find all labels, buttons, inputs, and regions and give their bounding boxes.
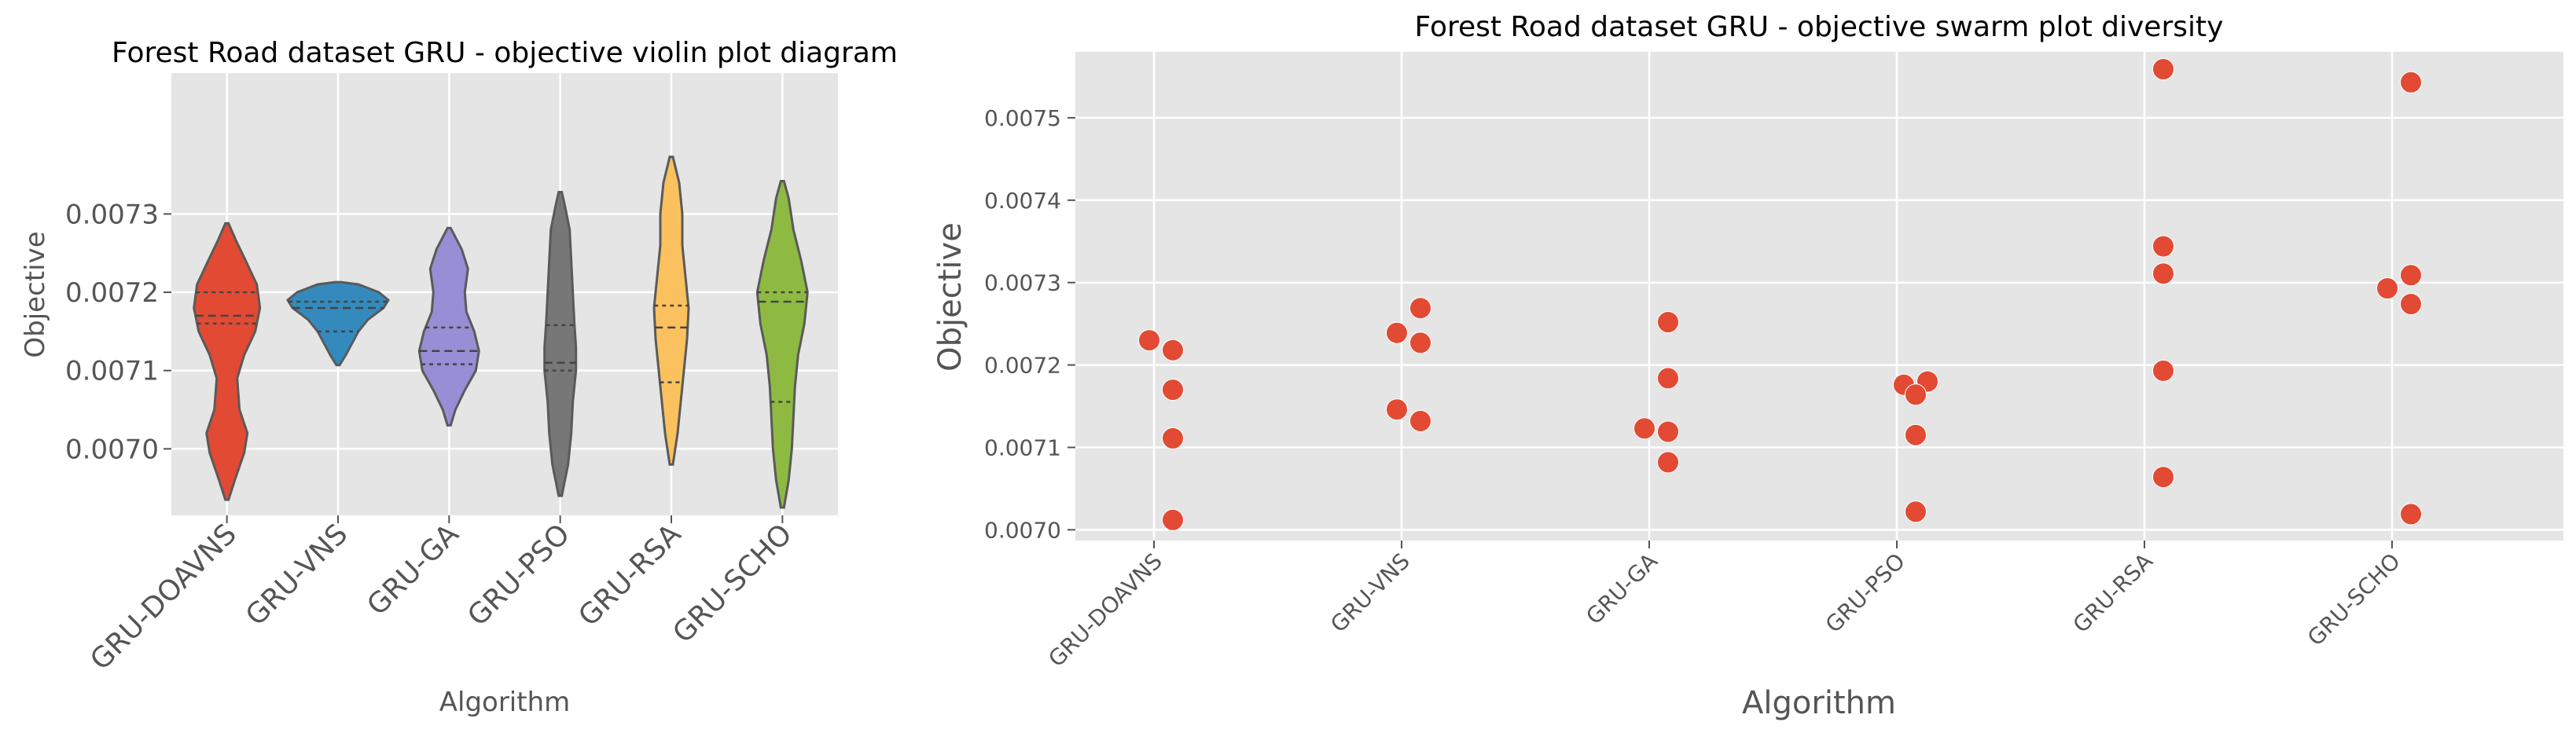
violin-gru-scho: [755, 180, 809, 509]
swarm-point-gru-vns: [1409, 409, 1431, 432]
swarm-point-gru-vns: [1409, 297, 1431, 320]
swarm-point-gru-scho: [2400, 293, 2422, 315]
violin-chart-title: Forest Road dataset GRU - objective viol…: [112, 37, 898, 69]
violin-chart: 0.0070 0.0071 0.0072 0.0073 GRU-DOAVNSGRU-V…: [20, 37, 898, 718]
violin-body-gru-vns: [286, 280, 390, 367]
violin-x-axis-label: Algorithm: [439, 687, 571, 718]
swarm-x-tick-label-gru-rsa: GRU-RSA: [2068, 548, 2158, 638]
swarm-chart-title: Forest Road dataset GRU - objective swar…: [1415, 11, 2224, 43]
swarm-point-gru-vns: [1409, 332, 1431, 354]
violin-y-tick-label: 0.0072: [65, 277, 159, 309]
violin-gru-pso: [543, 191, 578, 497]
swarm-y-tick-label: 0.0072: [984, 353, 1061, 379]
violin-gru-rsa: [652, 156, 690, 466]
swarm-point-gru-doavns: [1162, 508, 1184, 531]
violin-y-tick-label: 0.0073: [65, 199, 159, 230]
swarm-y-tick-label: 0.0070: [984, 517, 1061, 543]
swarm-point-gru-rsa: [2152, 235, 2174, 258]
swarm-point-gru-rsa: [2152, 58, 2174, 80]
violin-y-tick-label: 0.0070: [65, 434, 159, 465]
swarm-point-gru-vns: [1386, 398, 1408, 421]
violin-plot-area: [171, 73, 838, 515]
swarm-x-tick-label-gru-scho: GRU-SCHO: [2302, 548, 2405, 651]
swarm-y-tick-label: 0.0073: [984, 270, 1061, 296]
swarm-point-gru-rsa: [2152, 262, 2174, 285]
violin-x-tick-label-gru-scho: GRU-SCHO: [667, 518, 798, 649]
swarm-point-gru-ga: [1657, 367, 1679, 390]
swarm-x-tick-label-gru-pso: GRU-PSO: [1821, 548, 1910, 638]
swarm-point-gru-doavns: [1162, 379, 1184, 401]
swarm-point-gru-doavns: [1138, 329, 1160, 352]
swarm-point-gru-scho: [2400, 71, 2422, 93]
swarm-point-gru-rsa: [2152, 466, 2174, 489]
swarm-point-gru-pso: [1905, 500, 1927, 523]
swarm-point-gru-pso: [1905, 383, 1927, 406]
violin-body-gru-pso: [543, 191, 578, 497]
swarm-x-tick-label-gru-doavns: GRU-DOAVNS: [1043, 548, 1167, 673]
violin-x-tick-label-gru-doavns: GRU-DOAVNS: [84, 518, 243, 676]
swarm-y-axis-label: Objective: [932, 222, 968, 372]
violin-x-tick-label-gru-rsa: GRU-RSA: [572, 518, 687, 632]
swarm-point-gru-pso: [1905, 423, 1927, 446]
violin-y-ticks: 0.0070 0.0071 0.0072 0.0073: [65, 199, 171, 465]
swarm-y-ticks: 0.0070 0.0071 0.0072 0.0073 0.0074 0.0075: [984, 105, 1075, 543]
swarm-points: [1138, 58, 2422, 531]
swarm-point-gru-scho: [2400, 503, 2422, 526]
swarm-y-tick-label: 0.0074: [984, 188, 1061, 214]
swarm-point-gru-ga: [1657, 420, 1679, 443]
violin-body-gru-scho: [755, 180, 809, 509]
swarm-x-ticks: GRU-DOAVNS GRU-VNS GRU-GA GRU-PSO GRU-RSA GRU…: [1043, 541, 2405, 672]
swarm-point-gru-scho: [2400, 264, 2422, 287]
violin-x-tick-label-gru-vns: GRU-VNS: [240, 518, 354, 632]
swarm-point-gru-scho: [2376, 277, 2398, 299]
swarm-point-gru-ga: [1657, 451, 1679, 474]
swarm-point-gru-vns: [1386, 321, 1408, 344]
violin-x-tick-label-gru-ga: GRU-GA: [361, 518, 465, 622]
violin-gru-vns: [286, 280, 390, 367]
swarm-point-gru-rsa: [2152, 359, 2174, 382]
violin-body-gru-rsa: [652, 156, 690, 466]
violin-y-tick-label: 0.0071: [65, 356, 159, 387]
swarm-chart: 0.0070 0.0071 0.0072 0.0073 0.0074 0.0075 GRU…: [932, 11, 2563, 721]
violin-y-axis-label: Objective: [20, 231, 51, 357]
violin-body-gru-ga: [417, 226, 480, 427]
swarm-x-axis-label: Algorithm: [1742, 685, 1896, 721]
violin-shapes: [193, 156, 809, 509]
swarm-x-tick-label-gru-ga: GRU-GA: [1581, 548, 1663, 630]
swarm-y-tick-label: 0.0075: [984, 105, 1061, 131]
swarm-x-tick-label-gru-vns: GRU-VNS: [1325, 548, 1415, 638]
swarm-point-gru-ga: [1657, 311, 1679, 333]
swarm-plot-area: [1075, 52, 2563, 541]
swarm-gridlines: [1075, 52, 2563, 541]
swarm-point-gru-ga: [1633, 417, 1655, 440]
violin-x-tick-label-gru-pso: GRU-PSO: [461, 518, 576, 632]
violin-gru-ga: [417, 226, 480, 427]
swarm-y-tick-label: 0.0071: [984, 434, 1061, 460]
violin-gru-doavns: [193, 222, 262, 501]
swarm-point-gru-doavns: [1162, 339, 1184, 361]
swarm-point-gru-doavns: [1162, 427, 1184, 449]
